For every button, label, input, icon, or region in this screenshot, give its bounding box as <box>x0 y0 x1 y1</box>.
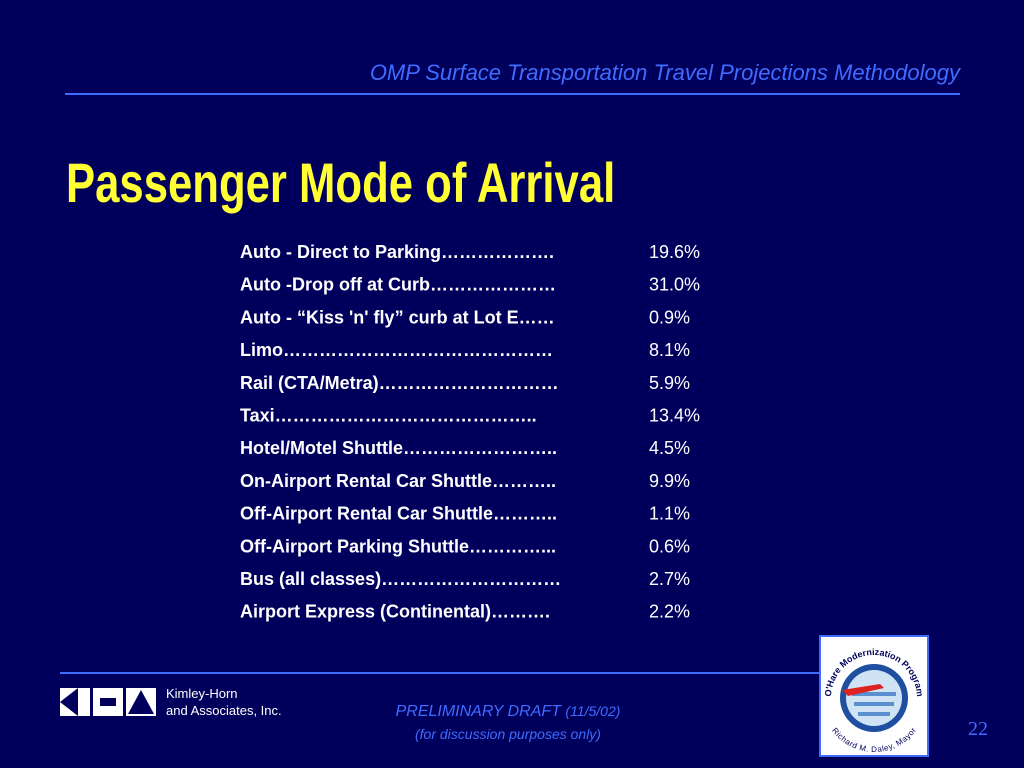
draft-label: PRELIMINARY DRAFT (11/5/02) <box>396 703 621 720</box>
item-value: 8.1% <box>649 340 690 360</box>
item-label: On-Airport Rental Car Shuttle……….. <box>240 471 556 491</box>
item-value: 13.4% <box>649 406 700 426</box>
item-label: Hotel/Motel Shuttle…………………….. <box>240 438 557 458</box>
item-label: Auto - “Kiss 'n' fly” curb at Lot E…… <box>240 307 555 327</box>
item-value: 31.0% <box>649 275 700 295</box>
item-value: 0.9% <box>649 307 690 327</box>
draft-date: (11/5/02) <box>565 703 620 719</box>
item-value: 1.1% <box>649 504 690 524</box>
draft: PRELIMINARY DRAFT <box>396 703 563 720</box>
item-value: 5.9% <box>649 373 690 393</box>
item-label: Rail (CTA/Metra)………………………… <box>240 373 559 393</box>
item-label: Limo……………………………………… <box>240 340 553 360</box>
item-label: Off-Airport Parking Shuttle…………... <box>240 536 556 556</box>
draft-note: (for discussion purposes only) <box>415 726 601 742</box>
company-name: and Associates, Inc. <box>166 703 282 718</box>
item-label: Auto -Drop off at Curb………………… <box>240 275 556 295</box>
page-number: 22 <box>968 718 988 740</box>
item-value: 0.6% <box>649 536 690 556</box>
item-value: 2.7% <box>649 569 690 589</box>
item-value: 2.2% <box>649 602 690 622</box>
slide-title: Passenger Mode of Arrival <box>66 152 615 214</box>
item-label: Auto - Direct to Parking………………. <box>240 242 554 262</box>
item-value: 19.6% <box>649 242 700 262</box>
item-label: Bus (all classes)………………………… <box>240 569 561 589</box>
item-label: Airport Express (Continental)………. <box>240 602 550 622</box>
omp-logo: O'Hare Modernization Program Richard M. … <box>819 635 929 757</box>
item-label: Off-Airport Rental Car Shuttle……….. <box>240 504 557 524</box>
kha-logo <box>60 688 156 716</box>
company-name: Kimley-Horn <box>166 686 238 701</box>
item-value: 9.9% <box>649 471 690 491</box>
item-label: Taxi…………………………………….. <box>240 406 537 426</box>
item-value: 4.5% <box>649 438 690 458</box>
header-title: OMP Surface Transportation Travel Projec… <box>370 60 962 85</box>
mode-list: Auto - Direct to Parking………………. 19.6% Auto… <box>240 242 700 622</box>
